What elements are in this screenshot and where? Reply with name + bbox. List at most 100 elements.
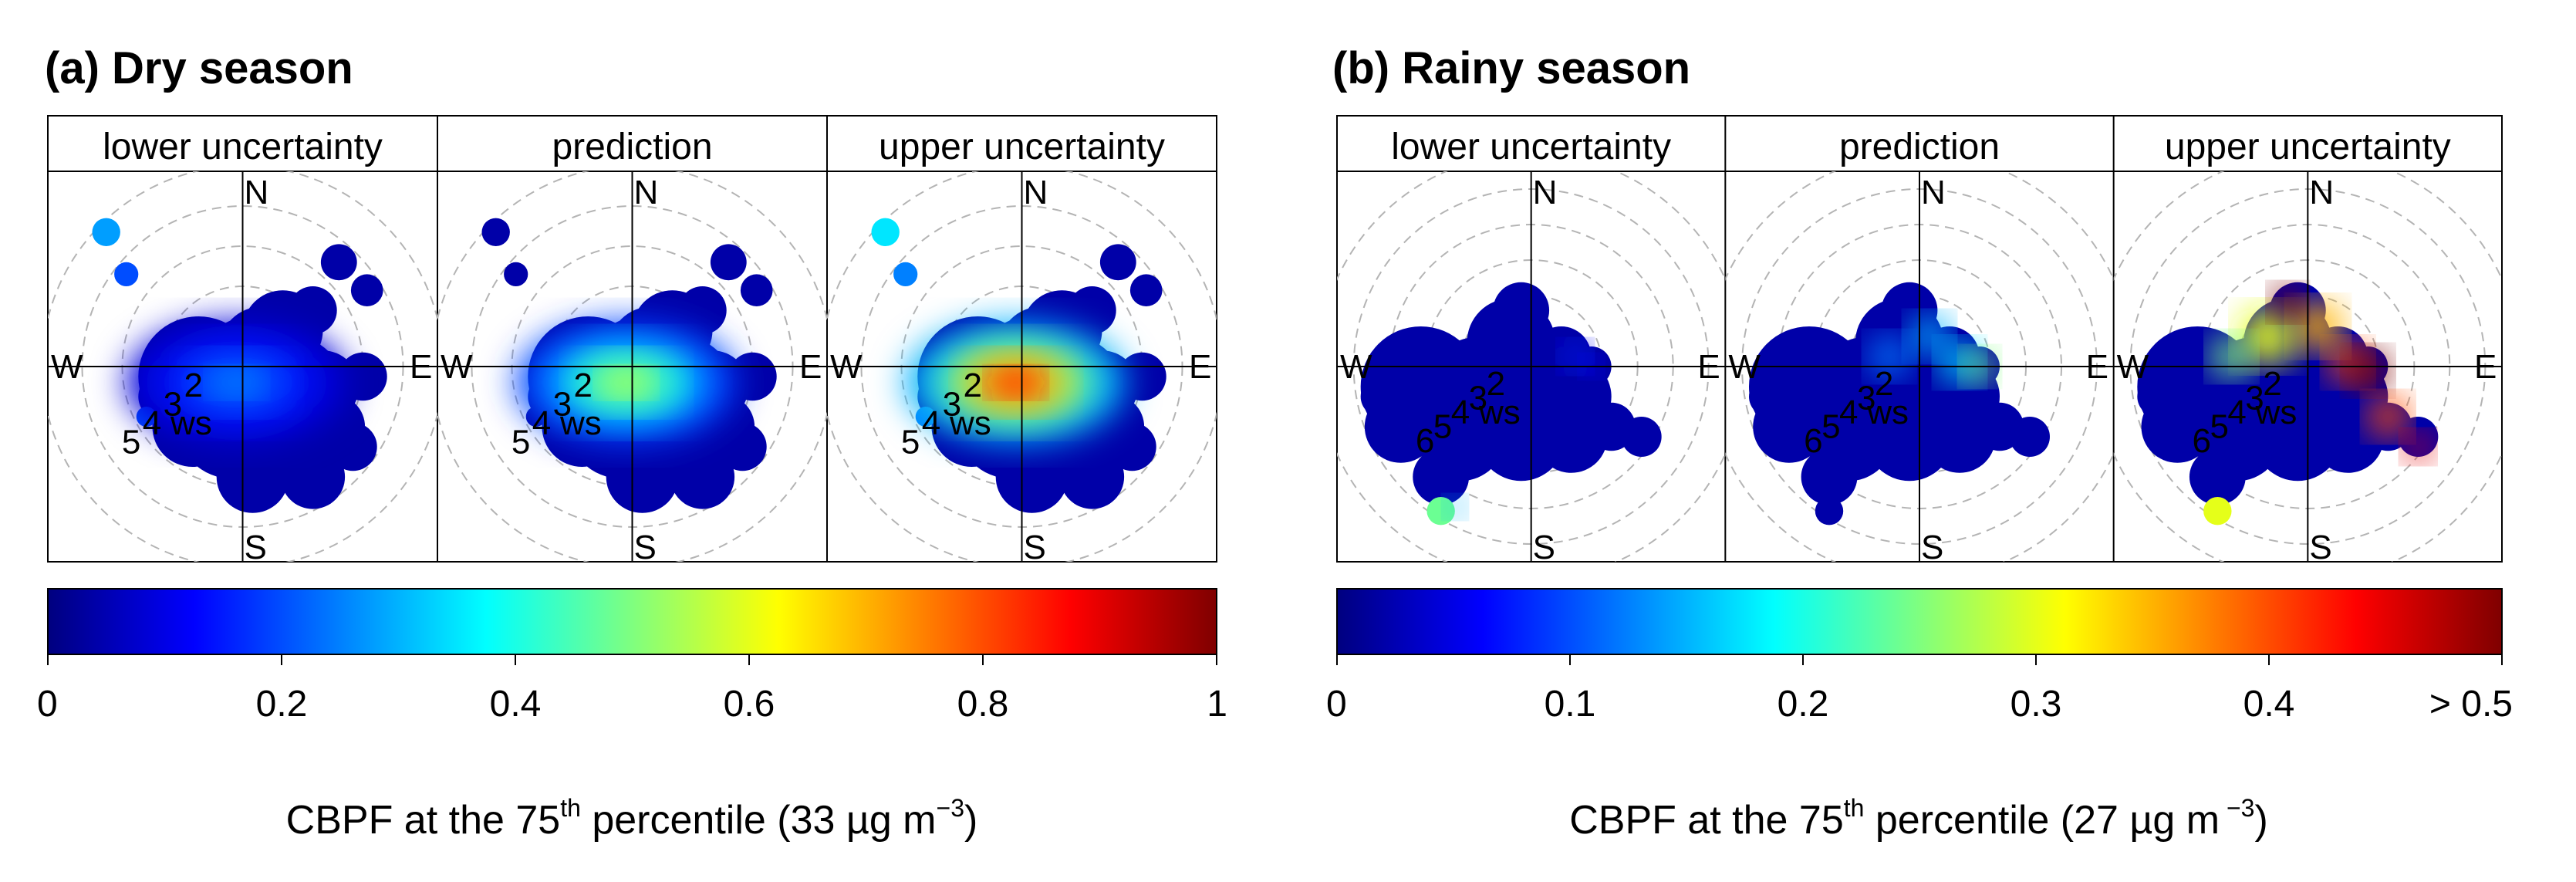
ws-ring-label: 4	[143, 404, 161, 442]
direction-label-S: S	[1921, 529, 1943, 566]
cbpf-cell	[1749, 377, 1789, 417]
colorbar-tick-label: 0.1	[1545, 684, 1596, 725]
cbpf-cell	[2189, 448, 2246, 505]
ws-ring-label: 6	[1804, 422, 1822, 460]
cbpf-cell	[678, 286, 727, 335]
panel-title: upper uncertainty	[879, 127, 1165, 167]
cbpf-hotspot	[1444, 497, 1465, 517]
direction-label-S: S	[2309, 529, 2331, 566]
ws-axis-label: ws	[559, 404, 602, 442]
cbpf-cell	[728, 352, 777, 401]
direction-label-N: N	[634, 174, 659, 211]
ws-axis-label: ws	[1478, 394, 1521, 431]
cbpf-cell	[1059, 444, 1125, 509]
panel-title: prediction	[552, 127, 712, 167]
ws-axis-label: ws	[170, 404, 212, 442]
cbpf-cell	[1801, 448, 1858, 505]
colorbar-tick-label: 0.6	[724, 684, 775, 725]
cbpf-cell	[1118, 352, 1166, 401]
ws-ring-label: 2	[1875, 365, 1893, 403]
ws-ring-label: 2	[1487, 365, 1505, 403]
cbpf-cell	[1413, 448, 1470, 505]
colorbar-tick-label: 0.4	[490, 684, 542, 725]
direction-label-N: N	[1024, 174, 1048, 211]
ws-ring-label: 3	[943, 385, 961, 423]
cbpf-cell	[114, 262, 139, 286]
cbpf-cell	[2203, 497, 2232, 525]
cbpf-hotspot	[2348, 350, 2389, 391]
direction-label-E: E	[410, 348, 432, 386]
direction-label-E: E	[2086, 348, 2108, 386]
cbpf-hotspot	[2239, 308, 2296, 365]
colorbar-label-end: )	[964, 798, 977, 843]
direction-label-N: N	[2309, 174, 2334, 211]
cbpf-hotspot	[2368, 397, 2409, 437]
direction-label-W: W	[51, 348, 83, 386]
direction-label-E: E	[799, 348, 822, 386]
ws-ring-label: 5	[2210, 408, 2228, 446]
cbpf-cell	[2137, 377, 2178, 417]
panel-title: lower uncertainty	[103, 127, 383, 167]
cbpf-cell	[1129, 274, 1163, 307]
cbpf-cell	[670, 444, 735, 509]
cbpf-cell	[1815, 497, 1844, 525]
cbpf-hotspot	[212, 369, 261, 396]
cbpf-cell	[329, 422, 377, 471]
ws-axis-label: ws	[2255, 394, 2297, 431]
direction-label-W: W	[441, 348, 473, 386]
direction-label-E: E	[1189, 348, 1211, 386]
colorbar-label-sup: th	[1844, 794, 1865, 822]
ws-axis-label: ws	[949, 404, 991, 442]
cbpf-cell	[606, 441, 679, 513]
cbpf-hotspot	[2404, 432, 2433, 461]
cbpf-cell	[1108, 422, 1156, 471]
direction-label-S: S	[634, 529, 657, 566]
ws-ring-label: 5	[511, 423, 530, 461]
ws-ring-label: 3	[553, 385, 572, 423]
colorbar-tick-label: 0	[37, 684, 58, 725]
ws-ring-label: 2	[2263, 365, 2281, 403]
ws-ring-label: 3	[1469, 380, 1487, 417]
cbpf-cell	[718, 422, 767, 471]
colorbar-tick-label: 0.2	[256, 684, 308, 725]
ws-ring-label: 2	[184, 367, 203, 404]
cbpf-cell	[740, 274, 773, 307]
direction-label-W: W	[1340, 348, 1372, 386]
cbpf-cell	[871, 218, 900, 246]
cbpf-cell	[1099, 244, 1136, 281]
ws-ring-label: 5	[1433, 408, 1452, 446]
cbpf-cell	[710, 244, 747, 281]
colorbar-label-main: CBPF at the 75	[1569, 798, 1844, 843]
colorbar-tick-label: 0.4	[2243, 684, 2295, 725]
cbpf-hotspot	[602, 369, 650, 396]
ws-ring-label: 4	[1839, 394, 1858, 431]
cbpf-cell	[320, 244, 357, 281]
direction-label-N: N	[1921, 174, 1946, 211]
cbpf-cell	[995, 441, 1069, 513]
colorbar-label-mid: percentile (33 µg m	[581, 798, 937, 843]
ws-ring-label: 5	[1821, 408, 1840, 446]
colorbar-label-end: )	[2254, 798, 2267, 843]
cbpf-cell	[504, 262, 528, 286]
ws-ring-label: 2	[964, 367, 982, 404]
ws-ring-label: 5	[901, 423, 920, 461]
cbpf-hotspot	[2271, 286, 2304, 319]
cbpf-hotspot	[1909, 316, 1950, 357]
direction-label-N: N	[1533, 174, 1558, 211]
direction-label-S: S	[245, 529, 267, 566]
cbpf-surface	[1360, 282, 1662, 525]
colorbar-tick-label: 0.3	[2010, 684, 2062, 725]
direction-label-E: E	[2474, 348, 2497, 386]
colorbar-label-sup: th	[560, 794, 581, 822]
colorbar-tick-label: 0.8	[957, 684, 1009, 725]
colorbar-tick-label: 1	[1207, 684, 1227, 725]
colorbar-label: CBPF at the 75th percentile (27 µg m −3)	[1569, 794, 2268, 843]
colorbar-label-exp: −3	[937, 794, 964, 822]
cbpf-surface	[2137, 282, 2439, 525]
